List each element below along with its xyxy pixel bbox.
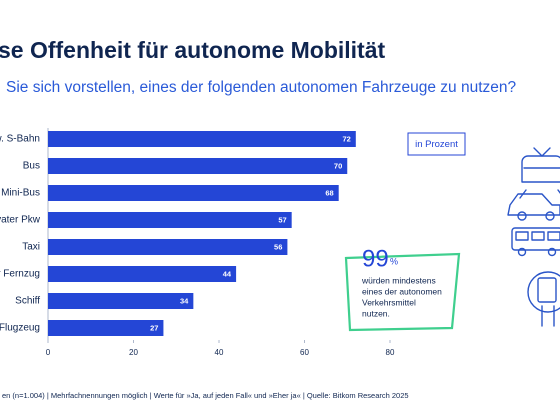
bar [48, 185, 339, 201]
bar [48, 212, 292, 228]
bar [48, 266, 237, 282]
y-tick-label: vater Pkw [0, 215, 41, 226]
y-tick-label: Bus [23, 161, 40, 172]
y-tick-label: Schiff [15, 296, 40, 307]
value-label: 34 [180, 296, 189, 305]
y-tick-label: Mini-Bus [1, 188, 40, 199]
value-label: 57 [278, 215, 286, 224]
chart-title: se Offenheit für autonome Mobilität [0, 37, 386, 63]
y-tick-label: w. S-Bahn [0, 134, 40, 145]
person-icon [527, 271, 560, 327]
train-icon [519, 147, 560, 199]
bar [48, 158, 348, 174]
x-tick-label: 80 [386, 348, 395, 357]
callout-text: nutzen. [362, 308, 390, 318]
callout-text: würden mindestens [361, 275, 436, 285]
callout-number: 99 [362, 245, 389, 272]
bar [48, 131, 356, 147]
y-tick-label: Taxi [22, 242, 40, 253]
value-label: 56 [274, 242, 282, 251]
value-label: 44 [223, 269, 232, 278]
unit-box [407, 132, 466, 156]
bar [48, 293, 194, 309]
value-label: 72 [342, 134, 350, 143]
callout-text: eines der autonomen [362, 286, 442, 296]
unit-note: in Prozent [415, 139, 458, 150]
bar [48, 320, 164, 336]
value-label: 70 [334, 161, 342, 170]
callout-box [344, 252, 461, 332]
bar [48, 239, 288, 255]
value-label: 27 [150, 323, 158, 332]
x-tick-label: 40 [215, 348, 224, 357]
car-icon [507, 193, 560, 221]
callout-text: Verkehrsmittel [362, 297, 416, 307]
x-tick-label: 20 [129, 348, 138, 357]
y-tick-label: r Fernzug [0, 269, 40, 280]
x-tick-label: 60 [300, 348, 309, 357]
callout-unit: % [390, 256, 398, 266]
chart-subtitle: Sie sich vorstellen, eines der folgenden… [6, 79, 516, 96]
value-label: 68 [325, 188, 333, 197]
x-tick-label: 0 [46, 348, 51, 357]
footnote: en (n=1.004) | Mehrfachnennungen möglich… [2, 391, 409, 400]
y-tick-label: Flugzeug [0, 323, 40, 334]
bus-icon [511, 227, 560, 257]
